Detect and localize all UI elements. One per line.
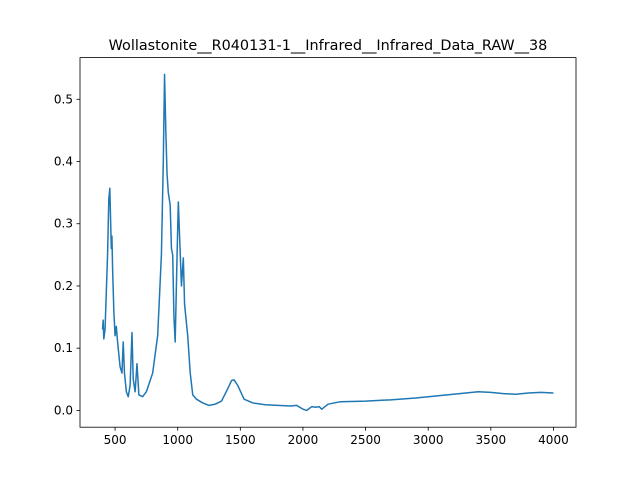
x-tick-label: 2000 [288,433,319,447]
x-tick-label: 3500 [476,433,507,447]
chart-title: Wollastonite__R040131-1__Infrared__Infra… [109,38,548,54]
x-tick-label: 2500 [350,433,381,447]
y-tick-label: 0.1 [54,341,73,355]
y-tick-label: 0.2 [54,279,73,293]
y-tick-label: 0.3 [54,217,73,231]
x-tick-label: 4000 [538,433,569,447]
x-tick-label: 1500 [225,433,256,447]
y-tick-label: 0.5 [54,92,73,106]
x-tick-label: 1000 [162,433,193,447]
y-tick-label: 0.4 [54,155,73,169]
x-tick-label: 500 [104,433,127,447]
y-tick-label: 0.0 [54,403,73,417]
x-tick-label: 3000 [413,433,444,447]
plot-frame [79,57,577,428]
data-line [101,73,554,412]
